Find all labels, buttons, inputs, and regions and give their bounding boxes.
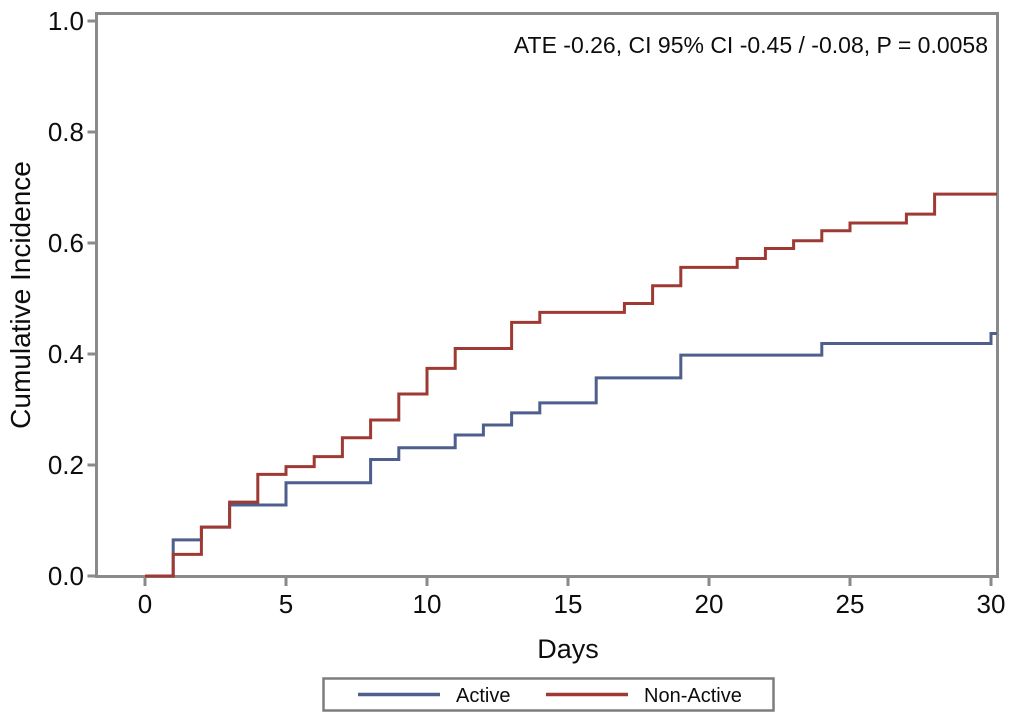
x-tick-label: 25 <box>836 589 865 619</box>
plot-frame <box>95 12 999 578</box>
y-tick-label: 0.0 <box>48 561 84 591</box>
series-line-active <box>145 331 997 578</box>
y-tick-label: 0.8 <box>48 117 84 147</box>
x-axis-ticks: 0 5 10 15 20 25 30 <box>138 577 1006 619</box>
x-axis-title: Days <box>537 634 599 664</box>
y-axis-title: Cumulative Incidence <box>5 161 36 429</box>
series-layer <box>145 192 997 578</box>
x-tick-label: 10 <box>413 589 442 619</box>
y-tick-label: 1.0 <box>48 6 84 36</box>
y-axis-ticks: 0.0 0.2 0.4 0.6 0.8 1.0 <box>48 6 97 591</box>
series-line-non-active <box>145 192 997 578</box>
ate-annotation: ATE -0.26, CI 95% CI -0.45 / -0.08, P = … <box>514 32 988 58</box>
x-tick-label: 15 <box>554 589 583 619</box>
legend: Active Non-Active <box>322 677 775 712</box>
x-tick-label: 30 <box>977 589 1006 619</box>
x-tick-label: 20 <box>695 589 724 619</box>
x-tick-label: 5 <box>279 589 293 619</box>
y-tick-label: 0.4 <box>48 339 84 369</box>
y-tick-label: 0.6 <box>48 228 84 258</box>
legend-label-active: Active <box>456 685 510 707</box>
x-tick-label: 0 <box>138 589 152 619</box>
y-tick-label: 0.2 <box>48 450 84 480</box>
legend-label-non-active: Non-Active <box>644 685 742 707</box>
